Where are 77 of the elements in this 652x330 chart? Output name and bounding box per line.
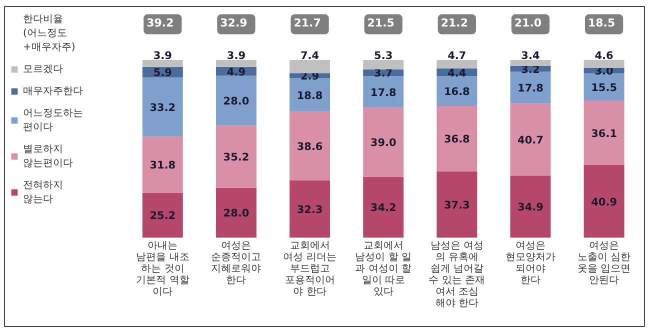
text: 21.0 <box>514 16 542 30</box>
data-label: 16.8 <box>444 86 470 98</box>
bar <box>142 77 183 136</box>
data-label: 31.8 <box>150 160 176 172</box>
bar <box>216 188 256 238</box>
data-label: 4.7 <box>448 50 466 62</box>
x-tick-label: 여성은 노출이 심한 옷을 입으면 안된다 <box>577 240 631 286</box>
text: 18.5 <box>588 16 616 30</box>
bar <box>436 171 478 238</box>
data-label: 3.9 <box>153 50 172 62</box>
data-label: 7.4 <box>300 50 320 62</box>
text: 한다비율 (어느정도 +매우자주) <box>23 13 76 54</box>
data-label: 5.3 <box>374 50 393 62</box>
bar <box>363 76 404 108</box>
bar <box>584 100 624 165</box>
data-label: 18.8 <box>296 90 323 102</box>
data-label: 28.0 <box>223 96 250 108</box>
bar <box>216 76 256 126</box>
x-tick-label: 교회에서 남성이 할 일 과 여성이 할 일이 따로 있다 <box>355 240 412 298</box>
data-label: 25.2 <box>150 210 176 222</box>
bar <box>584 164 624 238</box>
data-label: 4.9 <box>226 66 246 78</box>
x-tick-label: 남성은 여성 의 유혹에 쉽게 넘어갈 수 있는 존재 여서 조심 해야 한다 <box>428 240 486 310</box>
data-label: 15.5 <box>591 82 618 94</box>
text: 39.2 <box>146 16 174 30</box>
bar <box>510 176 551 238</box>
data-label: 33.2 <box>150 102 176 114</box>
data-label: 34.9 <box>518 202 544 214</box>
bar <box>436 60 478 68</box>
bar <box>216 60 256 67</box>
bar <box>363 60 404 70</box>
data-label: 40.7 <box>518 134 544 146</box>
data-label: 4.6 <box>594 50 614 62</box>
legend-label: 어느정도하는 편이다 <box>23 107 83 134</box>
data-label: 28.0 <box>223 208 250 220</box>
data-label: 5.9 <box>153 67 172 80</box>
bar <box>436 76 478 106</box>
legend-label: 모르겠다 <box>23 63 63 76</box>
data-label: 40.9 <box>591 196 618 208</box>
x-tick-label: 여성은 순종적이고 지혜로워야 한다 <box>211 240 262 286</box>
text: 21.7 <box>294 16 321 30</box>
data-label: 36.8 <box>444 134 470 146</box>
data-label: 39.0 <box>370 137 396 150</box>
data-label: 3.9 <box>226 50 246 62</box>
bar <box>290 112 330 180</box>
text: 32.9 <box>220 16 248 30</box>
data-label: 3.4 <box>521 50 540 62</box>
data-label: 34.2 <box>370 202 396 214</box>
legend-label: 매우자주한다 <box>23 85 83 98</box>
bar <box>584 60 624 68</box>
bar <box>290 60 330 74</box>
data-label: 35.2 <box>223 152 250 164</box>
bar <box>510 72 551 104</box>
data-label: 17.8 <box>518 82 544 95</box>
bar <box>363 176 404 238</box>
bar <box>510 103 551 176</box>
data-label: 38.6 <box>296 140 323 153</box>
bar <box>363 108 404 177</box>
data-label: 17.8 <box>370 86 396 99</box>
bar <box>290 180 330 238</box>
data-label: 36.1 <box>591 128 618 140</box>
bar <box>436 106 478 172</box>
text: 21.2 <box>440 16 468 30</box>
x-tick-label: 아내는 남편을 내조 하는 것이 기본적 역할 이다 <box>136 240 190 298</box>
bar <box>510 60 551 66</box>
data-label: 3.7 <box>374 68 393 80</box>
legend-label: 전혀하지 않는다 <box>23 179 63 206</box>
data-label: 32.3 <box>296 204 323 216</box>
bar <box>142 60 183 67</box>
bar <box>142 192 183 238</box>
legend-label: 별로하지 않는편이다 <box>23 143 73 170</box>
data-label: 37.3 <box>444 199 470 212</box>
x-tick-label: 교회에서 여성 리더는 부드럽고 포용적이어 야 한다 <box>283 240 336 298</box>
bar <box>216 125 256 188</box>
x-tick-label: 여성은 현모양처가 되어야 한다 <box>505 240 556 286</box>
text: 21.5 <box>367 16 394 30</box>
bar <box>142 136 183 193</box>
